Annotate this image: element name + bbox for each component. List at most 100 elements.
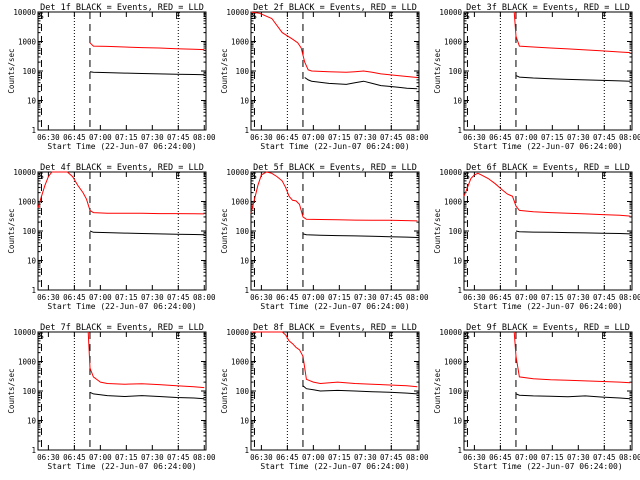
series-events-line (515, 230, 631, 235)
x-tick-label: 07:45 (167, 293, 190, 302)
series-events-line (304, 77, 418, 90)
x-axis-label: Start Time (22-Jun-07 06:24:00) (473, 462, 622, 471)
series-lld-line (37, 171, 205, 215)
x-tick-label: 06:45 (276, 453, 299, 462)
y-tick-label: 1000 (444, 358, 463, 367)
plot-frame (463, 171, 633, 291)
plot-panel-3: Det 3f BLACK = Events, RED = LLD 1 10 100 10… (433, 3, 640, 151)
start-marker-label: S (251, 332, 256, 342)
plot-title: Det 8f BLACK = Events, RED = LLD (253, 323, 417, 333)
x-tick-label: 08:00 (406, 453, 429, 462)
series-events-line (515, 393, 631, 400)
x-tick-label: 07:00 (515, 133, 538, 142)
y-axis-label: Counts/sec (220, 208, 229, 253)
x-tick-label: 07:00 (89, 293, 112, 302)
x-tick-label: 07:00 (302, 133, 325, 142)
end-marker-label: E (601, 332, 606, 342)
series-events-line (89, 391, 205, 400)
y-tick-label: 1 (457, 126, 462, 135)
y-tick-label: 10000 (226, 168, 249, 177)
series-events-line (302, 233, 418, 238)
x-tick-label: 08:00 (619, 453, 640, 462)
x-tick-label: 07:15 (115, 453, 138, 462)
y-tick-label: 10000 (13, 168, 36, 177)
x-axis-label: Start Time (22-Jun-07 06:24:00) (260, 142, 409, 151)
x-tick-label: 07:45 (593, 133, 616, 142)
x-tick-label: 07:00 (302, 453, 325, 462)
plot-title: Det 7f BLACK = Events, RED = LLD (40, 323, 204, 333)
y-tick-label: 1000 (231, 358, 250, 367)
x-tick-label: 07:15 (115, 293, 138, 302)
y-tick-label: 100 (235, 67, 249, 76)
series-lld-line (251, 331, 418, 388)
x-tick-label: 06:30 (37, 293, 60, 302)
y-tick-label: 100 (448, 387, 462, 396)
x-tick-label: 07:30 (354, 453, 377, 462)
x-tick-label: 07:30 (141, 293, 164, 302)
x-tick-label: 07:30 (354, 293, 377, 302)
x-tick-label: 07:45 (593, 453, 616, 462)
series-events-line (515, 75, 631, 82)
y-tick-label: 10000 (13, 8, 36, 17)
y-tick-label: 1000 (18, 198, 37, 207)
x-tick-label: 06:45 (276, 133, 299, 142)
end-marker-label: E (601, 12, 606, 22)
x-tick-label: 06:30 (37, 453, 60, 462)
start-marker-label: S (251, 172, 256, 182)
x-tick-label: 07:30 (354, 133, 377, 142)
x-tick-label: 06:30 (463, 293, 486, 302)
x-tick-label: 07:15 (541, 293, 564, 302)
end-marker-label: E (175, 12, 180, 22)
y-axis-label: Counts/sec (7, 48, 16, 93)
end-marker-label: E (601, 172, 606, 182)
x-tick-label: 06:30 (250, 453, 273, 462)
x-axis-label: Start Time (22-Jun-07 06:24:00) (473, 142, 622, 151)
series-lld-line (250, 11, 418, 78)
y-tick-label: 1000 (444, 198, 463, 207)
plot-title: Det 9f BLACK = Events, RED = LLD (466, 323, 630, 333)
y-tick-label: 10 (27, 417, 37, 426)
plot-frame (250, 331, 420, 451)
plot-title: Det 2f BLACK = Events, RED = LLD (253, 3, 417, 13)
y-axis-label: Counts/sec (433, 208, 442, 253)
end-marker-label: E (175, 172, 180, 182)
y-tick-label: 10 (240, 97, 250, 106)
series-events-line (302, 385, 418, 395)
x-axis-label: Start Time (22-Jun-07 06:24:00) (473, 302, 622, 311)
plot-frame (250, 171, 420, 291)
y-tick-label: 1000 (444, 38, 463, 47)
plot-frame (37, 331, 207, 451)
x-tick-label: 07:30 (567, 453, 590, 462)
y-tick-label: 100 (22, 387, 36, 396)
y-tick-label: 1 (457, 446, 462, 455)
y-tick-label: 1 (244, 286, 249, 295)
series-lld-line (463, 172, 631, 217)
x-axis-label: Start Time (22-Jun-07 06:24:00) (47, 462, 196, 471)
plot-title: Det 6f BLACK = Events, RED = LLD (466, 163, 630, 173)
y-tick-label: 1 (457, 286, 462, 295)
x-tick-label: 07:45 (380, 293, 403, 302)
x-tick-label: 06:30 (37, 133, 60, 142)
x-tick-label: 07:15 (541, 133, 564, 142)
y-tick-label: 10000 (439, 168, 462, 177)
series-lld-line (513, 11, 631, 54)
x-tick-label: 06:45 (276, 293, 299, 302)
start-marker-label: S (251, 12, 256, 22)
plot-frame (463, 331, 633, 451)
plot-frame (37, 11, 207, 131)
y-tick-label: 100 (448, 67, 462, 76)
x-tick-label: 07:15 (328, 453, 351, 462)
x-tick-label: 08:00 (406, 133, 429, 142)
x-tick-label: 06:45 (63, 293, 86, 302)
y-tick-label: 1000 (18, 38, 37, 47)
plot-title: Det 5f BLACK = Events, RED = LLD (253, 163, 417, 173)
x-tick-label: 07:00 (515, 293, 538, 302)
plot-panel-7: Det 7f BLACK = Events, RED = LLD 1 10 100 10… (7, 323, 216, 471)
y-tick-label: 1000 (18, 358, 37, 367)
y-tick-label: 10 (453, 97, 463, 106)
x-tick-label: 08:00 (193, 293, 216, 302)
y-tick-label: 100 (22, 227, 36, 236)
x-axis-label: Start Time (22-Jun-07 06:24:00) (260, 302, 409, 311)
y-tick-label: 100 (235, 387, 249, 396)
y-tick-label: 100 (22, 67, 36, 76)
